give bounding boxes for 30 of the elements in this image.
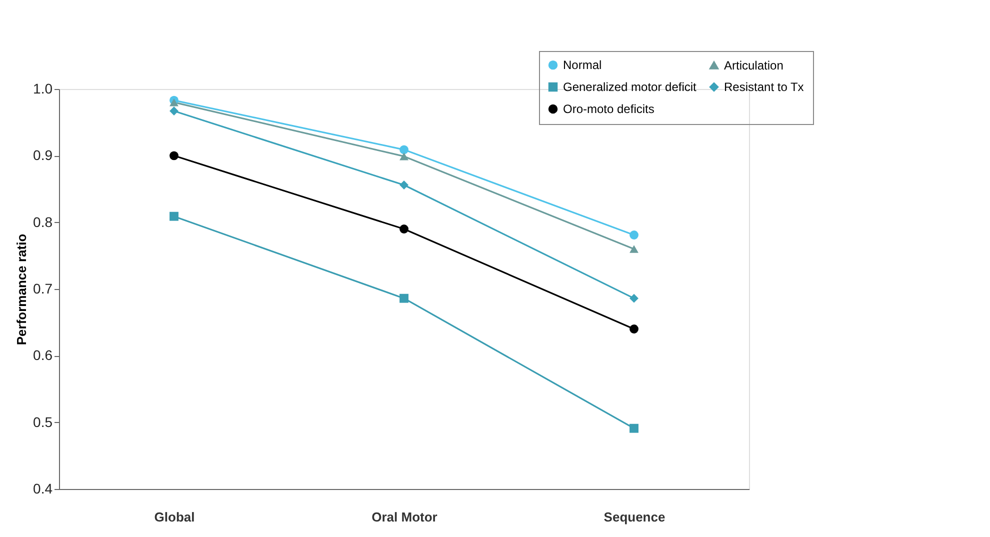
y-tick-label: 0.5 <box>33 414 53 430</box>
y-tick-label: 1.0 <box>33 80 53 96</box>
y-axis-title: Performance ratio <box>14 234 30 346</box>
point <box>400 294 408 303</box>
legend-label: Oro-moto deficits <box>563 102 654 116</box>
point <box>630 245 638 253</box>
point <box>170 151 178 160</box>
point <box>170 106 178 116</box>
y-tick-label: 0.8 <box>33 214 53 230</box>
x-tick-label: Sequence <box>604 510 666 524</box>
y-tick-label: 0.4 <box>33 480 53 496</box>
point <box>630 324 638 334</box>
point <box>630 294 638 303</box>
point <box>400 152 408 160</box>
legend-label: Articulation <box>724 58 784 72</box>
legend-label: Normal <box>563 58 602 72</box>
point <box>170 212 178 221</box>
x-tick-label: Global <box>154 510 195 524</box>
point <box>630 424 638 433</box>
legend-label: Resistant to Tx <box>724 80 804 94</box>
x-tick-label: Oral Motor <box>372 510 438 524</box>
point <box>400 145 408 154</box>
y-tick-label: 0.7 <box>33 280 53 296</box>
legend-label: Generalized motor deficit <box>563 80 698 94</box>
point <box>400 180 408 190</box>
point <box>170 98 178 106</box>
y-tick-label: 0.9 <box>33 147 53 164</box>
y-tick-label: 0.6 <box>33 347 53 364</box>
point <box>400 224 408 234</box>
point <box>630 230 638 240</box>
